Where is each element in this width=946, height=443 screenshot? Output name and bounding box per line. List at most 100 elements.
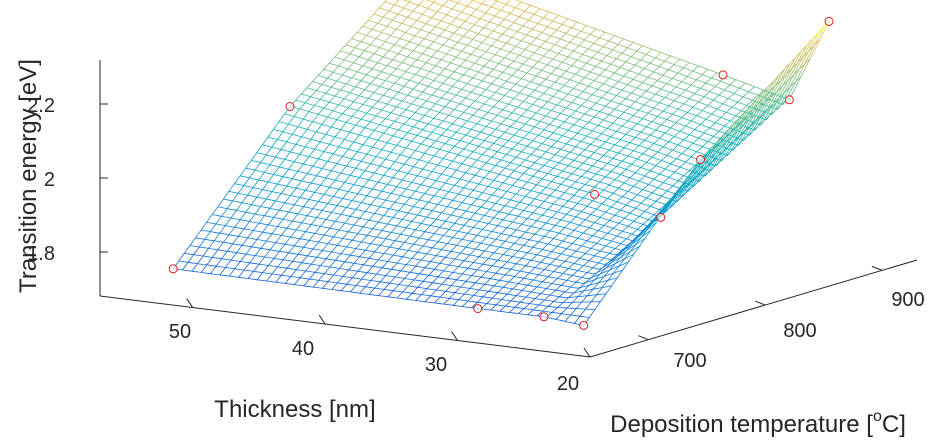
mesh-line: [569, 90, 572, 93]
mesh-line: [439, 199, 442, 203]
mesh-line: [266, 251, 269, 255]
mesh-line: [462, 282, 465, 286]
mesh-line: [542, 289, 545, 293]
mesh-line: [570, 264, 573, 268]
mesh-line: [610, 74, 613, 77]
mesh-line: [791, 83, 794, 86]
mesh-line: [512, 170, 515, 174]
mesh-line: [416, 108, 420, 111]
mesh-line: [608, 124, 612, 127]
mesh-line: [648, 158, 651, 161]
mesh-line: [681, 163, 685, 166]
mesh-line: [493, 215, 496, 218]
mesh-line: [293, 216, 297, 219]
mesh-line: [555, 234, 558, 238]
mesh-line: [761, 104, 765, 107]
mesh-line: [651, 167, 655, 170]
mesh-line: [567, 140, 571, 143]
mesh-line: [756, 97, 759, 100]
mesh-line: [450, 294, 454, 297]
mesh-line: [329, 276, 333, 280]
mesh-line: [493, 227, 496, 230]
mesh-line: [711, 87, 714, 91]
mesh-line: [340, 170, 343, 174]
mesh-line: [552, 142, 556, 145]
mesh-line: [544, 245, 547, 248]
mesh-line: [409, 281, 413, 285]
mesh-line: [639, 243, 642, 247]
mesh-line: [636, 61, 639, 64]
mesh-line: [301, 233, 305, 237]
mesh-line: [500, 133, 504, 137]
mesh-line: [550, 83, 554, 87]
mesh-line: [583, 308, 586, 312]
mesh-line: [795, 55, 798, 58]
mesh-line: [372, 117, 375, 121]
mesh-line: [316, 187, 319, 191]
mesh-line: [441, 247, 444, 250]
mesh-line: [273, 228, 277, 232]
mesh-line: [342, 248, 346, 252]
mesh-line: [517, 3, 520, 7]
mesh-line: [601, 269, 605, 273]
mesh-line: [597, 135, 601, 138]
mesh-line: [450, 147, 453, 151]
mesh-line: [305, 242, 308, 246]
mesh-line: [576, 32, 580, 36]
mesh-line: [358, 132, 362, 136]
mesh-line: [586, 110, 589, 113]
mesh-line: [377, 137, 381, 141]
mesh-line: [588, 237, 592, 240]
mesh-line: [536, 294, 540, 298]
mesh-line: [584, 229, 588, 232]
mesh-line: [488, 267, 491, 270]
mesh-line: [627, 235, 631, 238]
mesh-line: [685, 171, 688, 175]
mesh-line: [307, 226, 310, 230]
mesh-line: [621, 63, 625, 66]
mesh-line: [375, 168, 379, 171]
mesh-line: [444, 153, 448, 157]
mesh-line: [446, 102, 449, 105]
mesh-line: [540, 271, 543, 274]
mesh-line: [472, 11, 475, 14]
mesh-line: [363, 274, 366, 278]
mesh-line: [532, 150, 535, 153]
mesh-line: [577, 142, 580, 146]
mesh-line: [431, 105, 435, 108]
mesh-line: [294, 256, 297, 260]
mesh-line: [485, 23, 488, 27]
mesh-line: [457, 128, 461, 131]
mesh-line: [342, 209, 345, 213]
mesh-line: [435, 114, 438, 117]
mesh-line: [577, 247, 580, 250]
mesh-line: [575, 289, 579, 292]
mesh-line: [349, 158, 353, 162]
mesh-line: [638, 47, 641, 50]
mesh-line: [554, 92, 558, 95]
mesh-line: [562, 180, 565, 183]
mesh-line: [368, 163, 371, 167]
mesh-line: [533, 288, 536, 291]
mesh-line: [314, 203, 317, 207]
mesh-line: [575, 259, 579, 263]
mesh-line: [506, 91, 509, 94]
mesh-line: [463, 122, 466, 125]
mesh-line: [355, 151, 358, 155]
mesh-line: [437, 175, 440, 179]
mesh-line: [495, 139, 498, 142]
mesh-line: [485, 62, 488, 65]
mesh-line: [310, 274, 314, 278]
mesh-line: [489, 108, 492, 111]
mesh-line: [507, 39, 511, 42]
mesh-line: [303, 190, 306, 193]
mesh-line: [349, 186, 353, 190]
mesh-line: [497, 235, 500, 238]
mesh-line: [597, 99, 600, 102]
mesh-line: [405, 199, 409, 203]
mesh-line: [601, 107, 604, 111]
mesh-line: [642, 163, 645, 167]
mesh-line: [603, 93, 606, 97]
mesh-line: [433, 128, 436, 131]
mesh-line: [543, 66, 546, 69]
